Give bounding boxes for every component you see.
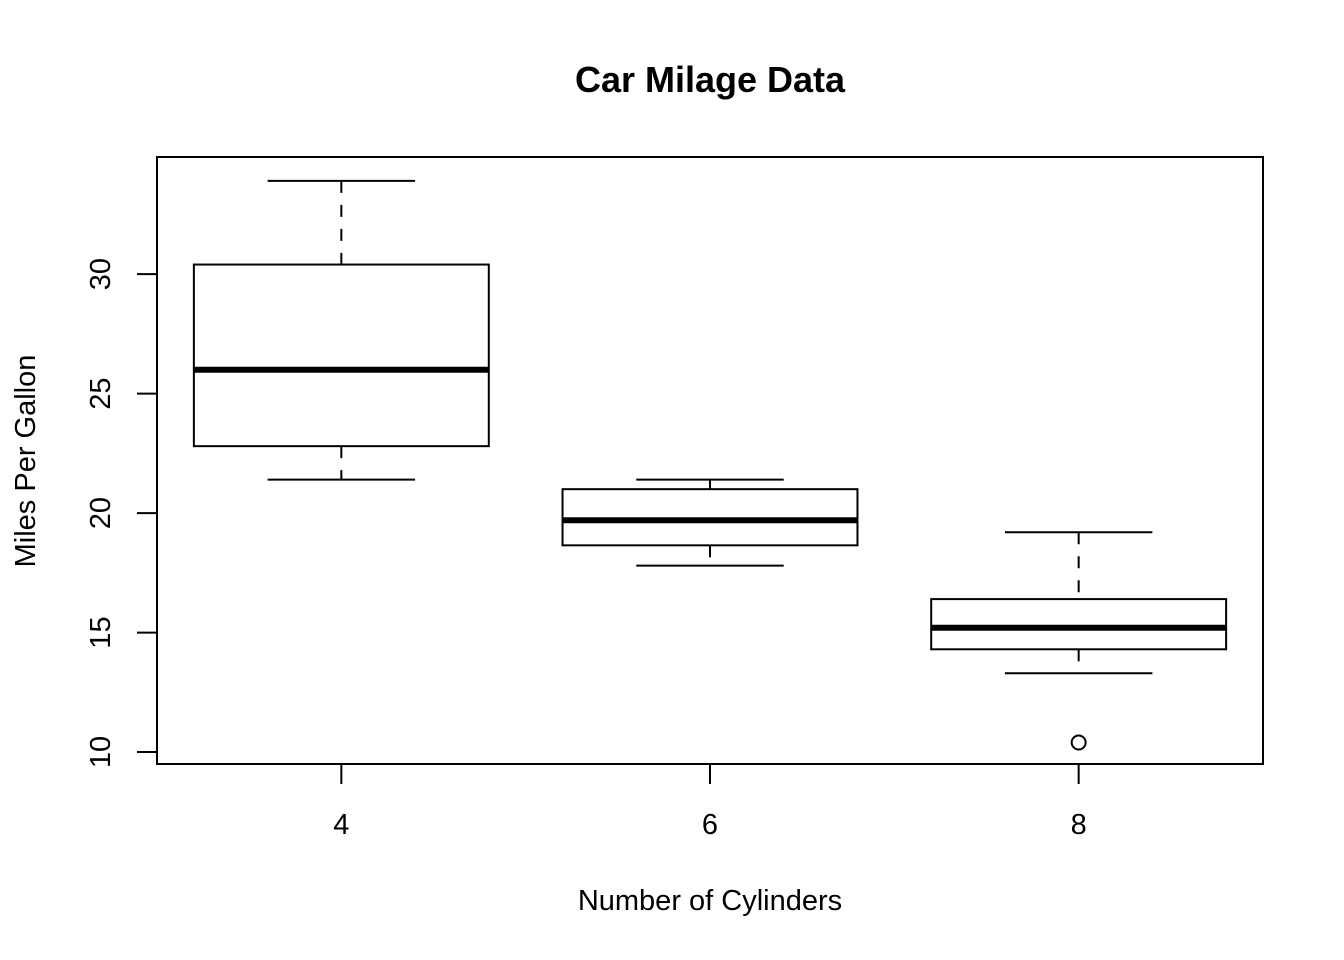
boxes-group — [192, 179, 1228, 751]
x-tick-label: 4 — [333, 809, 349, 841]
box-8 — [930, 531, 1228, 751]
y-tick-label: 15 — [85, 616, 117, 648]
y-tick-label: 30 — [85, 258, 117, 290]
x-axis-label: Number of Cylinders — [578, 885, 842, 917]
x-tick-label: 6 — [702, 809, 718, 841]
x-tick-label: 8 — [1071, 809, 1087, 841]
box-6 — [561, 478, 859, 567]
x-axis: 4 6 8 — [333, 763, 1087, 841]
y-axis-label: Miles Per Gallon — [10, 355, 42, 568]
y-axis: 10 15 20 25 30 — [85, 258, 158, 768]
iqr-box — [930, 598, 1228, 651]
box-4 — [192, 179, 490, 481]
y-tick-label: 10 — [85, 736, 117, 768]
chart-title: Car Milage Data — [575, 59, 846, 100]
y-tick-label: 25 — [85, 377, 117, 409]
iqr-box — [192, 263, 490, 448]
outlier-point — [1070, 734, 1087, 751]
y-tick-label: 20 — [85, 497, 117, 529]
